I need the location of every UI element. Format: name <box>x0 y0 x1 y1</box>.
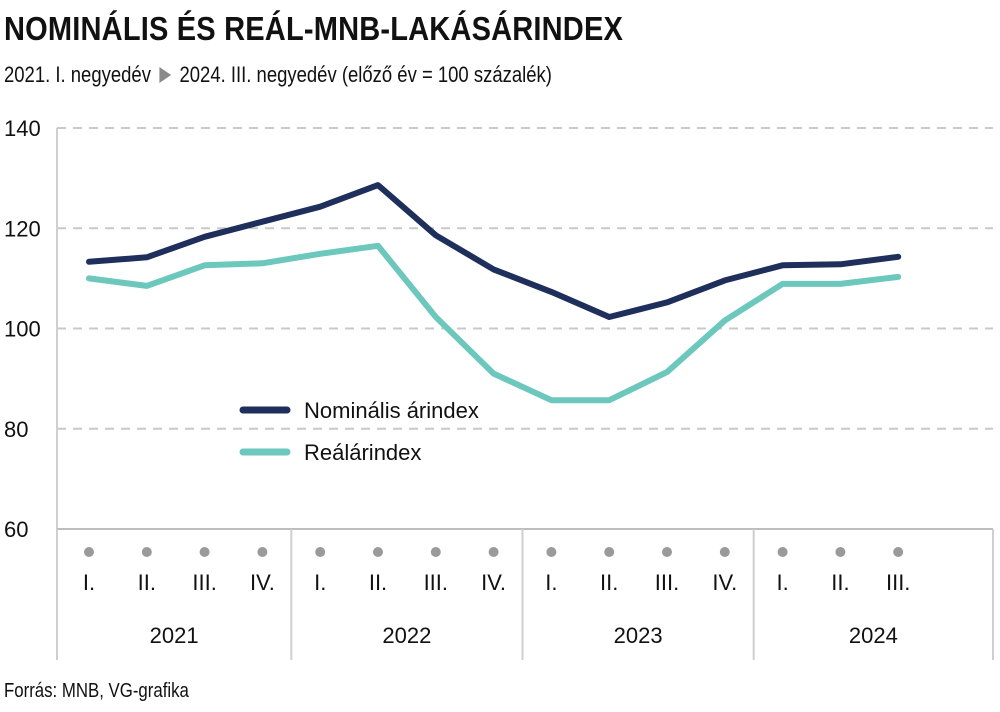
legend-label: Nominális árindex <box>304 398 479 423</box>
real-series-line <box>86 242 902 404</box>
quarter-dot <box>777 547 788 557</box>
quarter-dot <box>662 547 672 557</box>
y-tick-label: 80 <box>4 417 28 442</box>
year-label: 2023 <box>614 623 663 648</box>
year-label: 2022 <box>382 623 431 648</box>
quarter-label: IV. <box>250 570 275 595</box>
quarter-label: III. <box>192 570 216 595</box>
quarter-dot <box>199 547 210 557</box>
quarter-label: I. <box>314 570 326 595</box>
quarter-dot <box>719 547 730 557</box>
quarter-dot <box>257 547 268 557</box>
chart-title: NOMINÁLIS ÉS REÁL-MNB-LAKÁSÁRINDEX <box>4 10 624 47</box>
source-note: Forrás: MNB, VG-grafika <box>4 680 189 702</box>
quarter-dot <box>315 547 326 557</box>
quarter-label: II. <box>369 570 387 595</box>
quarter-dot <box>488 547 499 557</box>
quarter-label: I. <box>545 570 557 595</box>
y-tick-label: 60 <box>4 517 28 542</box>
subtitle-end: 2024. III. negyedév (előző év = 100 száz… <box>179 62 552 87</box>
quarter-label: II. <box>600 570 618 595</box>
year-label: 2024 <box>849 623 898 648</box>
y-tick-label: 100 <box>4 317 41 342</box>
quarter-label: II. <box>138 570 156 595</box>
quarter-dot <box>604 547 615 557</box>
year-label: 2021 <box>150 623 199 648</box>
quarter-label: I. <box>776 570 788 595</box>
legend-label: Reálárindex <box>304 440 421 465</box>
quarter-label: III. <box>424 570 448 595</box>
quarter-dot <box>84 547 94 557</box>
quarter-dot <box>373 547 383 557</box>
quarter-label: I. <box>83 570 95 595</box>
quarter-label: III. <box>886 570 910 595</box>
nominal-series-line <box>86 182 902 320</box>
quarter-dot <box>430 547 441 557</box>
quarter-dot <box>141 547 152 557</box>
chart-subtitle: 2021. I. negyedév 2024. III. negyedév (el… <box>4 62 552 88</box>
quarter-dot <box>893 547 904 557</box>
quarter-label: III. <box>655 570 679 595</box>
quarter-dot <box>546 547 557 557</box>
play-arrow-icon <box>159 67 172 83</box>
quarter-label: II. <box>831 570 849 595</box>
quarter-label: IV. <box>481 570 506 595</box>
y-tick-label: 120 <box>4 216 41 241</box>
quarter-dot <box>835 547 846 557</box>
subtitle-start: 2021. I. negyedév <box>4 62 151 87</box>
y-tick-label: 140 <box>4 116 41 141</box>
quarter-label: IV. <box>712 570 737 595</box>
